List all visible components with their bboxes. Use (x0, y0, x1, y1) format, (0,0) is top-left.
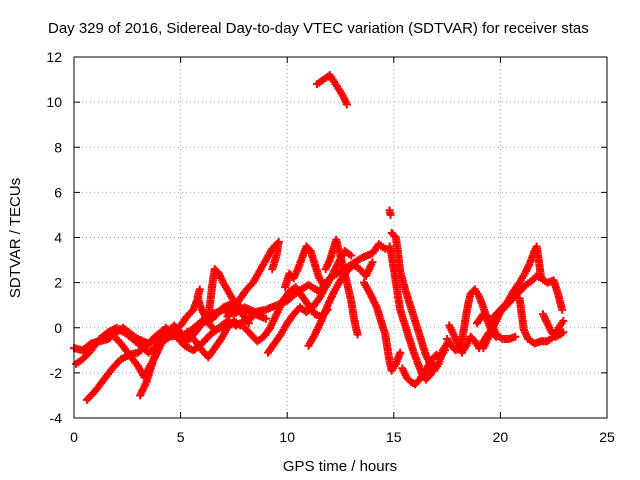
plot-frame (73, 56, 608, 419)
series-s25 (490, 242, 545, 321)
y-tick-label: 2 (54, 275, 62, 291)
point-marker (539, 310, 568, 341)
x-tick-label: 10 (279, 429, 295, 445)
x-tick-labels: 0 5 10 15 20 25 (70, 429, 615, 445)
x-tick-label: 5 (177, 429, 185, 445)
series-s16 (360, 278, 405, 375)
point-marker (321, 235, 362, 339)
y-tick-labels: -4 -2 0 2 4 6 8 10 12 (46, 49, 62, 426)
point-marker (398, 346, 449, 389)
point-marker (183, 317, 245, 362)
series-s26 (515, 294, 568, 348)
y-tick-label: 4 (54, 230, 62, 246)
y-tick-label: 12 (46, 49, 62, 65)
point-marker (385, 242, 439, 384)
y-tick-label: 8 (54, 139, 62, 155)
series-s10 (240, 283, 332, 346)
series-s17 (385, 242, 439, 384)
series-s20 (398, 346, 449, 389)
point-marker (515, 294, 568, 348)
y-axis-label: SDTVAR / TECUs (7, 178, 24, 298)
series-s27 (539, 310, 568, 341)
x-tick-label: 20 (493, 429, 509, 445)
point-marker (385, 206, 395, 219)
grid (74, 57, 607, 418)
series-s15 (313, 71, 351, 109)
series-s13 (321, 235, 362, 339)
point-marker (281, 242, 328, 292)
y-tick-label: 10 (46, 94, 62, 110)
y-tick-label: 0 (54, 320, 62, 336)
point-marker (313, 71, 351, 109)
y-tick-label: 6 (54, 184, 62, 200)
series-s18 (385, 206, 395, 219)
point-marker (490, 242, 545, 321)
point-marker (304, 258, 377, 350)
chart-title: Day 329 of 2016, Sidereal Day-to-day VTE… (48, 20, 589, 37)
y-tick-label: -4 (50, 410, 63, 426)
x-tick-label: 15 (386, 429, 402, 445)
x-tick-label: 25 (599, 429, 615, 445)
y-tick-label: -2 (50, 365, 63, 381)
x-axis-label: GPS time / hours (283, 458, 397, 475)
point-marker (240, 283, 332, 346)
series-s7 (183, 317, 245, 362)
series-s9 (223, 238, 283, 321)
series-s12 (281, 242, 328, 292)
point-marker (223, 238, 283, 321)
series-s14 (304, 258, 377, 350)
point-marker (360, 278, 405, 375)
x-tick-label: 0 (70, 429, 78, 445)
